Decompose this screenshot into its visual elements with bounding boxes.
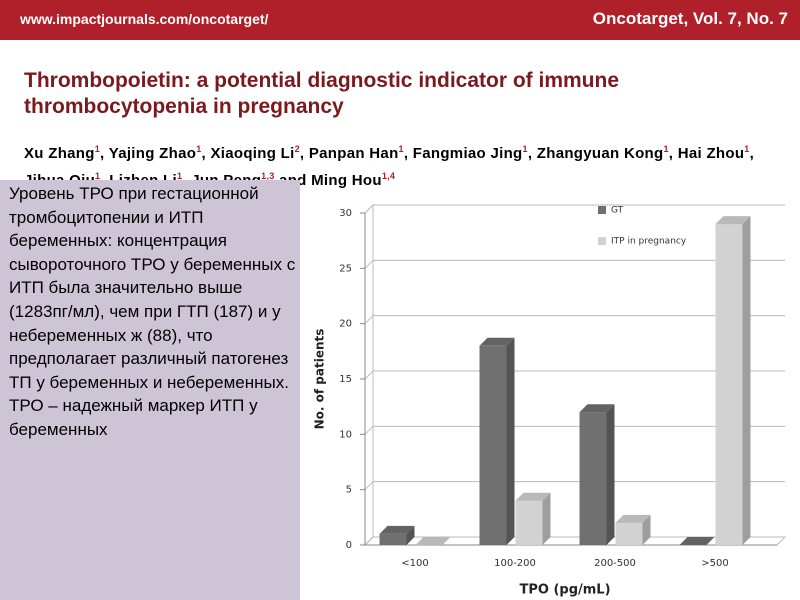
author-separator: , [403, 145, 413, 162]
y-tick-label: 15 [339, 374, 352, 385]
x-tick-label: 200-500 [594, 558, 636, 569]
author-separator: , [299, 145, 309, 162]
author-affiliation: 1 [663, 144, 669, 154]
bar-side [506, 337, 515, 545]
bar-top [579, 404, 615, 413]
author-affiliation: 1 [94, 144, 101, 154]
note-box: Уровень ТРО при гестационной тромбоцитоп… [0, 180, 300, 600]
bar-front [479, 345, 507, 545]
author-name: Panpan Han [308, 145, 399, 162]
author-name: Zhangyuan Kong [536, 145, 664, 162]
bar-side [642, 514, 651, 545]
author-affiliation: 1 [177, 171, 183, 181]
y-tick-label: 25 [339, 263, 352, 274]
author-separator: , [201, 145, 211, 162]
bar [579, 404, 615, 545]
grid-line [364, 204, 785, 214]
bar-front [515, 500, 543, 545]
bar-top [379, 525, 415, 534]
author-name: Ming Hou [311, 172, 382, 189]
legend-label: GT [611, 206, 624, 216]
bar [679, 537, 715, 545]
bar [615, 514, 651, 545]
chart: 0 5 10 15 20 25 30 <100 100-200 200-500 >500 GT ITP … [313, 203, 787, 598]
author-separator: , [100, 145, 109, 162]
author-name: Fangmiao Jing [412, 145, 523, 162]
author-name: Hai Zhou [677, 145, 745, 162]
author-affiliation: 1 [744, 144, 750, 154]
paper-title: Thrombopoietin: a potential diagnostic i… [24, 69, 620, 118]
note-paragraph: ТРО – надежный маркер ИТП у беременных [9, 396, 258, 439]
note-paragraph: Уровень ТРО при гестационной тромбоцитоп… [9, 184, 296, 392]
author-affiliation: 1 [398, 144, 404, 154]
bar-front [615, 522, 643, 545]
author-affiliation: 1 [196, 144, 202, 154]
bar-top [615, 514, 651, 523]
y-axis-label: No. of patients [313, 329, 327, 430]
bar-top [679, 537, 715, 545]
y-tick-label: 20 [339, 319, 352, 330]
bar [379, 525, 415, 545]
author-affiliation: 1,3 [261, 171, 275, 181]
y-tick-label: 30 [339, 208, 352, 219]
y-tick-label: 5 [346, 485, 352, 496]
bar-side [606, 404, 615, 545]
author-affiliation: 1,4 [381, 171, 396, 181]
grid-line [364, 481, 785, 491]
author-name: Xu Zhang [24, 145, 95, 162]
legend-swatch [598, 237, 606, 245]
y-tick-label: 0 [346, 540, 352, 551]
bar-top [415, 537, 451, 545]
x-axis-label: TPO (pg/mL) [519, 583, 610, 598]
journal-header: www.impactjournals.com/oncotarget/ Oncot… [0, 0, 800, 40]
author-affiliation: 2 [294, 144, 300, 154]
author-separator: , [668, 145, 678, 162]
grid-line [364, 370, 785, 380]
bar-top [479, 337, 515, 346]
journal-url: www.impactjournals.com/oncotarget/ [20, 11, 269, 27]
x-tick-label: <100 [401, 558, 428, 569]
bar-side [542, 492, 551, 545]
x-tick-label: 100-200 [494, 558, 536, 569]
journal-name: Oncotarget, Vol. 7, No. 7 [592, 9, 788, 28]
bar-top [515, 492, 551, 501]
bar [515, 492, 551, 545]
bar [715, 216, 751, 546]
bar-side [406, 525, 415, 545]
bar-front [715, 224, 743, 546]
author-separator: , [749, 145, 755, 162]
bar-side [742, 216, 751, 546]
author-affiliation: 1 [522, 144, 528, 154]
legend-swatch [598, 206, 606, 214]
bar-front [579, 412, 607, 545]
bar-top [715, 216, 751, 225]
x-tick-label: >500 [701, 558, 728, 569]
author-name: Xiaoqing Li [210, 145, 295, 162]
grid-line [364, 425, 785, 435]
author-separator: , [527, 145, 537, 162]
grid-line [364, 259, 785, 269]
bar-front [379, 533, 407, 545]
bar [479, 337, 515, 545]
author-affiliation: 1 [95, 171, 101, 181]
grid-line [364, 315, 785, 325]
y-tick-label: 10 [339, 429, 352, 440]
bar [415, 537, 451, 545]
legend-label: ITP in pregnancy [611, 237, 687, 247]
author-name: Yajing Zhao [108, 145, 197, 162]
